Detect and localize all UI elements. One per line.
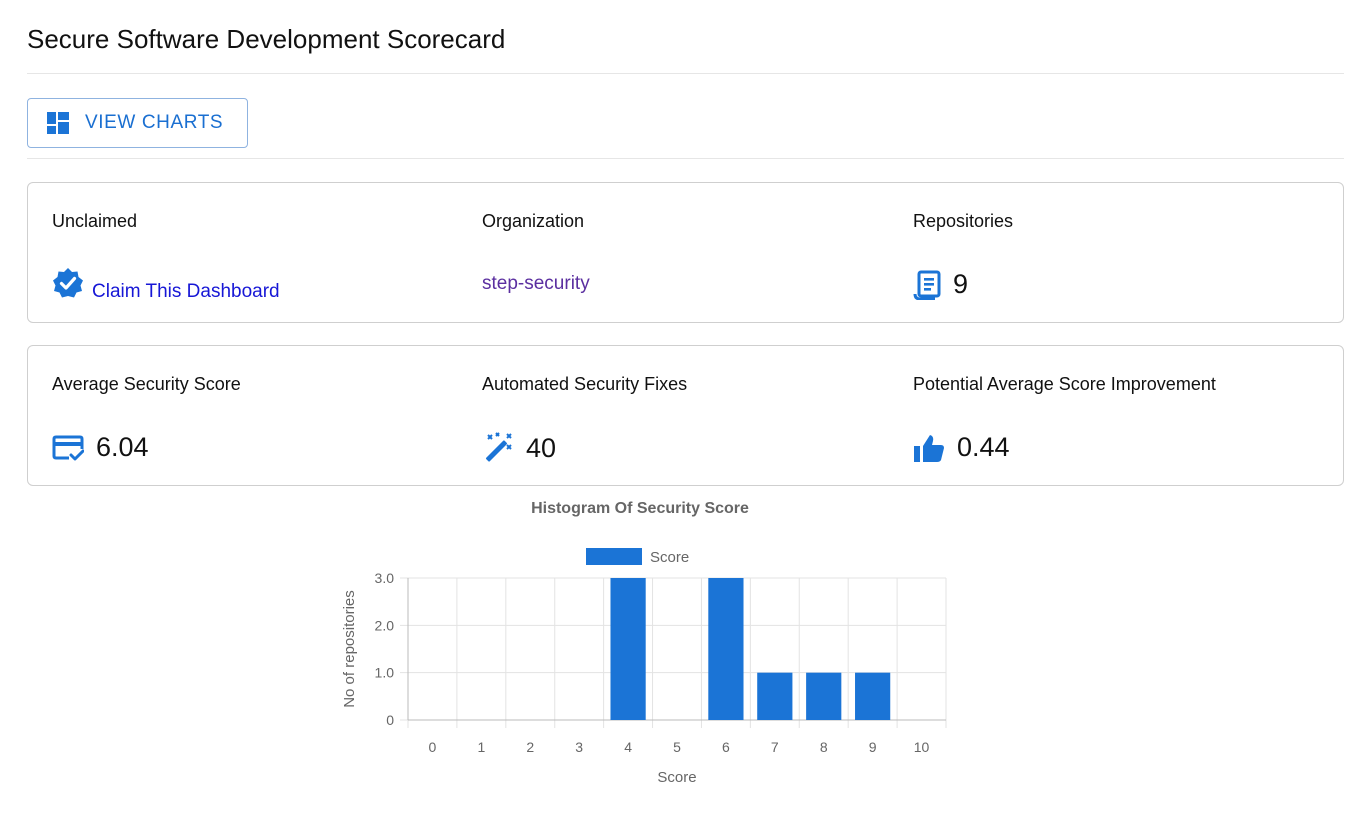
- repository-icon: [913, 270, 941, 300]
- metrics-card: Average Security Score 6.04 Automated Se…: [27, 345, 1344, 486]
- x-tick-label: 10: [914, 739, 930, 755]
- verified-badge-icon: [53, 268, 83, 298]
- histogram-bar: [806, 672, 842, 720]
- histogram-bar: [855, 672, 891, 720]
- legend-label: Score: [650, 549, 689, 566]
- x-tick-label: 4: [624, 739, 632, 755]
- credit-score-icon: [52, 435, 84, 460]
- improvement-row: 0.44: [913, 432, 1010, 463]
- x-tick-label: 0: [429, 739, 437, 755]
- security-score-histogram: 0 1.0 2.0 3.0 0 1 2 3 4 5 6 7 8 9 10 Score No of reposit…: [341, 548, 947, 786]
- fixes-label: Automated Security Fixes: [482, 374, 688, 394]
- histogram-bar: [708, 578, 744, 720]
- avg-score-value: 6.04: [96, 432, 149, 462]
- view-charts-button[interactable]: VIEW CHARTS: [27, 98, 248, 148]
- claim-row: Claim This Dashboard: [52, 263, 280, 303]
- organization-label: Organization: [482, 211, 585, 231]
- fixes-value: 40: [526, 432, 557, 463]
- claim-dashboard-link[interactable]: Claim This Dashboard: [92, 281, 280, 302]
- repositories-label: Repositories: [913, 211, 1014, 231]
- unclaimed-label: Unclaimed: [52, 211, 138, 231]
- x-tick-label: 3: [575, 739, 583, 755]
- x-tick-label: 6: [722, 739, 730, 755]
- toolbar-divider: [27, 158, 1344, 159]
- x-tick-label: 2: [526, 739, 534, 755]
- histogram-bar: [757, 672, 793, 720]
- x-tick-label: 5: [673, 739, 681, 755]
- summary-card: Unclaimed Claim This Dashboard Organizat…: [27, 182, 1344, 323]
- legend-swatch: [586, 548, 642, 565]
- organization-row: step-security: [482, 273, 590, 295]
- magic-wand-icon: [485, 432, 512, 462]
- x-axis-title: Score: [657, 769, 696, 786]
- x-tick-label: 8: [820, 739, 828, 755]
- repositories-row: 9: [913, 269, 968, 300]
- avg-score-label: Average Security Score: [52, 374, 241, 394]
- chart-title: Histogram Of Security Score: [531, 500, 749, 517]
- y-tick-label: 2.0: [375, 617, 395, 633]
- view-charts-label: VIEW CHARTS: [85, 112, 224, 133]
- y-axis-title: No of repositories: [341, 590, 358, 708]
- page-title: Secure Software Development Scorecard: [27, 24, 506, 54]
- fixes-row: 40: [482, 432, 556, 464]
- avg-score-row: 6.04: [52, 432, 149, 463]
- repositories-count: 9: [953, 269, 969, 299]
- thumbs-up-icon: [914, 434, 944, 462]
- x-tick-label: 7: [771, 739, 779, 755]
- header-divider: [27, 73, 1344, 74]
- histogram-bar: [610, 578, 646, 720]
- improvement-value: 0.44: [957, 432, 1010, 462]
- y-tick-label: 1.0: [375, 665, 395, 681]
- organization-link[interactable]: step-security: [482, 273, 590, 294]
- dashboard-icon: [47, 112, 69, 134]
- y-tick-label: 0: [386, 712, 394, 728]
- improvement-label: Potential Average Score Improvement: [913, 374, 1216, 394]
- x-tick-label: 1: [477, 739, 485, 755]
- y-tick-label: 3.0: [375, 570, 395, 586]
- x-tick-label: 9: [869, 739, 877, 755]
